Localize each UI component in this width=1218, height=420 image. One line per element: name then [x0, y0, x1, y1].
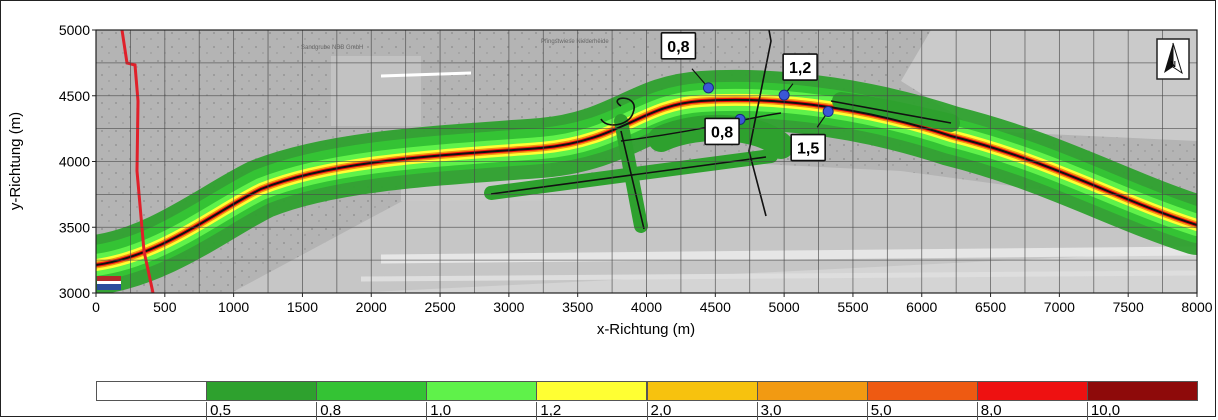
- x-tick-label: 1500: [287, 299, 318, 315]
- legend-swatch: [206, 381, 318, 401]
- north-arrow-icon: N: [1156, 38, 1190, 80]
- x-tick-label: 500: [153, 299, 177, 315]
- legend-swatch: [316, 381, 428, 401]
- map-label-sandgrube: Sandgrube NBB GmbH: [301, 45, 363, 51]
- x-tick-label: 6000: [906, 299, 937, 315]
- receptor-marker: [778, 89, 790, 101]
- legend-label: 0,5: [206, 402, 316, 420]
- color-legend: 0,5 0,8 1,0 1,2 2,0 3,0 5,0 8,0 10,0: [96, 381, 1198, 420]
- legend-swatch: [646, 381, 758, 401]
- receptor-points: 0,8 1,2 0,8 1,5: [660, 32, 834, 162]
- legend-swatch: [426, 381, 538, 401]
- x-axis: 0 500 1000 1500 2000 2500 3000 3500 4000 4500 5000…: [92, 293, 1213, 315]
- receptor-label: 1,2: [789, 60, 811, 77]
- receptor-label: 0,8: [667, 39, 689, 56]
- x-axis-label: x-Richtung (m): [597, 321, 695, 338]
- flag-icon: [97, 276, 121, 290]
- legend-swatch: [976, 381, 1088, 401]
- y-tick-label: 4500: [59, 88, 90, 104]
- receptor-label: 0,8: [711, 124, 733, 141]
- legend-label: 1,2: [536, 402, 646, 420]
- x-tick-label: 3500: [562, 299, 593, 315]
- x-tick-label: 0: [92, 299, 100, 315]
- legend-label: 3,0: [756, 402, 867, 420]
- receptor-label-box: [704, 117, 740, 146]
- legend-label: 2,0: [646, 402, 757, 420]
- legend-swatch: [866, 381, 978, 401]
- x-tick-label: 5000: [769, 299, 800, 315]
- receptor-label-box: [782, 53, 818, 81]
- legend-label: 10,0: [1086, 402, 1197, 420]
- legend-label: 0,8: [316, 402, 426, 420]
- y-axis: 5000 4500 4000 3500 3000: [59, 22, 96, 301]
- receptor-label-box: [790, 133, 826, 162]
- x-tick-label: 4000: [631, 299, 662, 315]
- receptor-label: 1,5: [797, 141, 819, 158]
- svg-text:N: N: [1170, 60, 1176, 69]
- x-tick-label: 2000: [356, 299, 387, 315]
- grid-lines: [96, 30, 1197, 293]
- pollutant-map: Sandgrube NBB GmbH Pfingstwiese Niederhe…: [7, 22, 1213, 338]
- legend-swatch: [756, 381, 868, 401]
- x-tick-label: 8000: [1181, 299, 1212, 315]
- receptor-marker: [822, 106, 834, 118]
- x-tick-label: 2500: [424, 299, 455, 315]
- map-label-pfingstwiese: Pfingstwiese Niederheide: [541, 39, 609, 45]
- road-network: [96, 30, 1197, 266]
- legend-swatch: [96, 381, 208, 401]
- y-tick-label: 3500: [59, 219, 90, 235]
- y-tick-label: 4000: [59, 154, 90, 170]
- legend-label: 5,0: [866, 402, 977, 420]
- x-tick-label: 7000: [1044, 299, 1075, 315]
- x-tick-label: 1000: [218, 299, 249, 315]
- legend-swatch: [1086, 381, 1198, 401]
- receptor-marker: [702, 82, 714, 94]
- x-tick-label: 7500: [1113, 299, 1144, 315]
- y-tick-label: 5000: [59, 22, 90, 38]
- y-axis-label: y-Richtung (m): [7, 112, 24, 210]
- y-tick-label: 3000: [59, 285, 90, 301]
- x-tick-label: 4500: [700, 299, 731, 315]
- legend-label: 8,0: [976, 402, 1087, 420]
- legend-label: 1,0: [426, 402, 536, 420]
- x-tick-label: 3000: [493, 299, 524, 315]
- legend-swatch: [536, 381, 648, 401]
- x-tick-label: 5500: [837, 299, 868, 315]
- receptor-label-box: [660, 32, 697, 60]
- x-tick-label: 6500: [975, 299, 1006, 315]
